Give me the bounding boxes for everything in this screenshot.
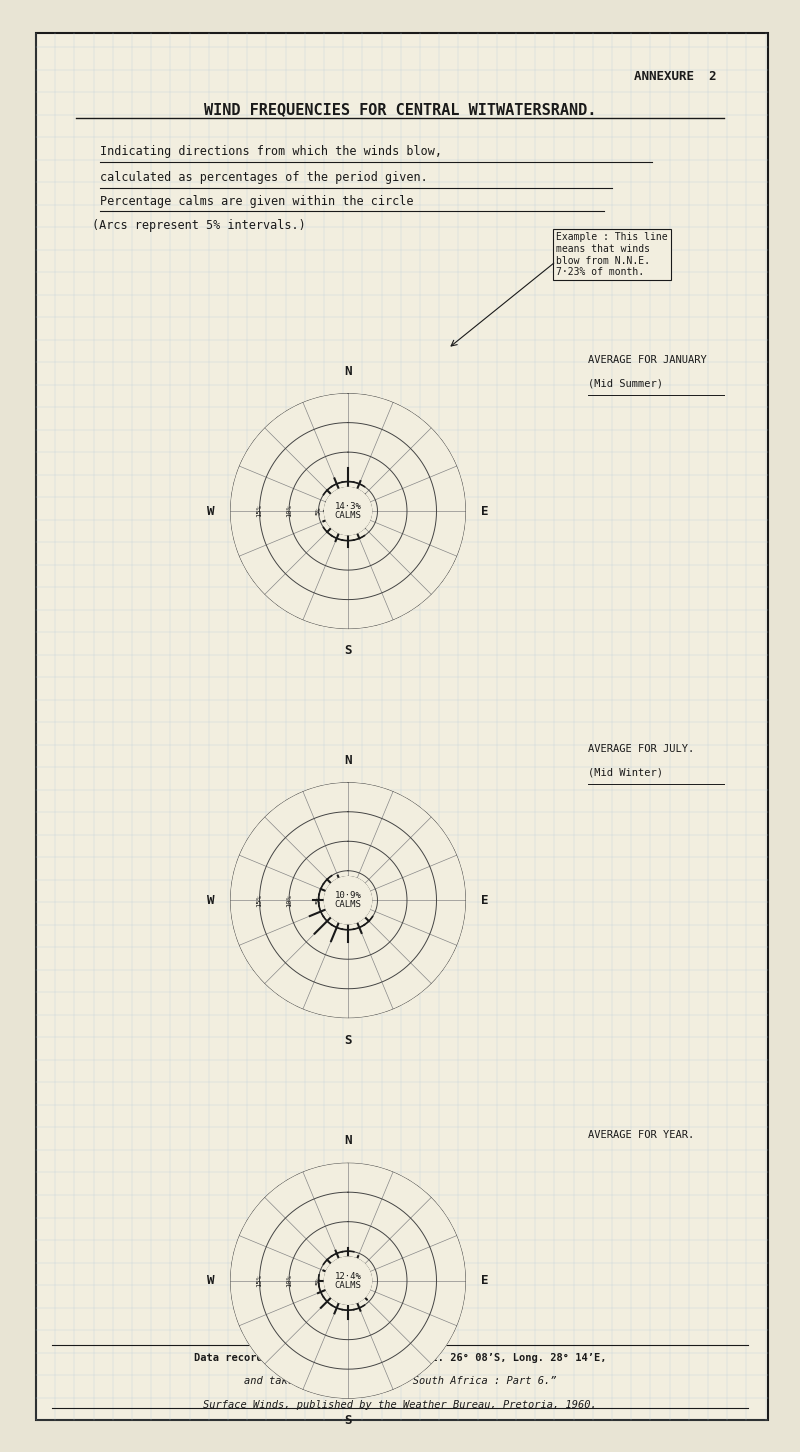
Text: calculated as percentages of the period given.: calculated as percentages of the period … <box>100 171 428 184</box>
Text: AVERAGE FOR JANUARY: AVERAGE FOR JANUARY <box>588 356 706 364</box>
Text: Example : This line
means that winds
blow from N.N.E.
7·23% of month.: Example : This line means that winds blo… <box>556 232 668 277</box>
Polygon shape <box>230 1163 466 1398</box>
Text: W: W <box>207 505 214 517</box>
Text: E: E <box>482 1275 489 1286</box>
Text: W: W <box>207 1275 214 1286</box>
Polygon shape <box>230 783 466 1018</box>
Text: AVERAGE FOR JULY.: AVERAGE FOR JULY. <box>588 745 694 754</box>
Polygon shape <box>325 877 371 923</box>
Text: CALMS: CALMS <box>334 511 362 520</box>
Text: N: N <box>344 754 352 767</box>
Text: S: S <box>344 1034 352 1047</box>
Text: 5%: 5% <box>315 1276 322 1285</box>
Polygon shape <box>325 1257 371 1304</box>
Text: Surface Winds, published by the Weather Bureau, Pretoria, 1960.: Surface Winds, published by the Weather … <box>203 1400 597 1410</box>
Text: 10%: 10% <box>286 1275 292 1286</box>
Text: 15%: 15% <box>257 505 262 517</box>
Text: 10%: 10% <box>286 505 292 517</box>
Text: S: S <box>344 1414 352 1427</box>
Text: N: N <box>344 1134 352 1147</box>
Text: Indicating directions from which the winds blow,: Indicating directions from which the win… <box>100 145 442 158</box>
Text: 10·9%: 10·9% <box>334 892 362 900</box>
Text: 15%: 15% <box>257 1275 262 1286</box>
Text: 14·3%: 14·3% <box>334 502 362 511</box>
Text: E: E <box>482 505 489 517</box>
Text: 5%: 5% <box>315 896 322 905</box>
Text: N: N <box>344 364 352 378</box>
Text: AVERAGE FOR YEAR.: AVERAGE FOR YEAR. <box>588 1131 694 1140</box>
Text: CALMS: CALMS <box>334 900 362 909</box>
Polygon shape <box>230 393 466 629</box>
Text: 5%: 5% <box>315 507 322 515</box>
Text: ANNEXURE  2: ANNEXURE 2 <box>634 70 716 83</box>
Text: 12·4%: 12·4% <box>334 1272 362 1281</box>
Text: S: S <box>344 645 352 658</box>
Polygon shape <box>325 488 371 534</box>
Text: Percentage calms are given within the circle: Percentage calms are given within the ci… <box>100 195 414 208</box>
Text: WIND FREQUENCIES FOR CENTRAL WITWATERSRAND.: WIND FREQUENCIES FOR CENTRAL WITWATERSRA… <box>204 102 596 116</box>
Text: and taken from “Climate of South Africa : Part 6.”: and taken from “Climate of South Africa … <box>244 1376 556 1387</box>
Text: 15%: 15% <box>257 894 262 906</box>
Text: (Arcs represent 5% intervals.): (Arcs represent 5% intervals.) <box>92 219 306 232</box>
Text: (Mid Winter): (Mid Winter) <box>588 768 663 777</box>
Text: (Mid Summer): (Mid Summer) <box>588 379 663 388</box>
Text: Data recorded at Jan Smuts Airport, Lat. 26° 08’S, Long. 28° 14’E,: Data recorded at Jan Smuts Airport, Lat.… <box>194 1353 606 1363</box>
Text: 10%: 10% <box>286 894 292 906</box>
Text: CALMS: CALMS <box>334 1281 362 1289</box>
Text: W: W <box>207 894 214 906</box>
Text: E: E <box>482 894 489 906</box>
